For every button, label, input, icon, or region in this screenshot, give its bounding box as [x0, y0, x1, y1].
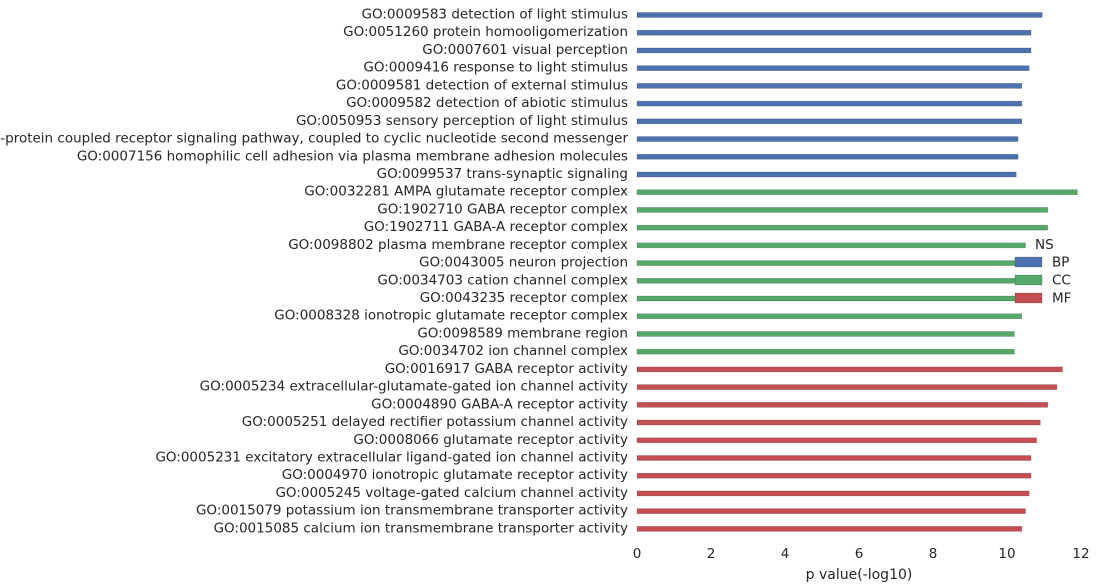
- x-tick-label: 4: [781, 546, 790, 562]
- category-label: GO:0099537 trans-synaptic signaling: [377, 166, 628, 182]
- bar-bp: [636, 118, 1023, 125]
- bar-mf: [636, 455, 1032, 461]
- category-label: GO:0098589 membrane region: [417, 325, 628, 341]
- bar-cc: [636, 260, 1023, 266]
- bar-mf: [636, 526, 1023, 532]
- category-label: GO:1902711 GABA-A receptor complex: [364, 219, 628, 235]
- category-label: GO:0007187 G-protein coupled receptor si…: [0, 131, 628, 147]
- bar-bp: [636, 171, 1017, 178]
- category-label: GO:0005231 excitatory extracellular liga…: [155, 450, 628, 466]
- bar-bp: [636, 83, 1023, 89]
- category-label: GO:0032281 AMPA glutamate receptor compl…: [304, 184, 628, 200]
- legend-title: NS: [1035, 237, 1054, 253]
- legend-label-cc: CC: [1052, 273, 1071, 289]
- bar-mf: [636, 402, 1049, 408]
- bar-cc: [636, 348, 1015, 355]
- bar-mf: [636, 384, 1058, 390]
- category-label: GO:0015079 potassium ion transmembrane t…: [196, 503, 628, 519]
- legend-label-bp: BP: [1052, 255, 1069, 271]
- x-tick-label: 2: [707, 546, 716, 562]
- bar-cc: [636, 242, 1026, 249]
- bar-bp: [636, 153, 1019, 160]
- bar-cc: [636, 189, 1078, 195]
- category-label: GO:0005234 extracellular-glutamate-gated…: [200, 379, 628, 395]
- category-labels: GO:0009583 detection of light stimulusGO…: [0, 7, 628, 537]
- bar-cc: [636, 313, 1023, 320]
- bar-bp: [636, 100, 1023, 107]
- bar-mf: [636, 419, 1041, 426]
- bar-mf: [636, 366, 1063, 373]
- category-label: GO:0005251 delayed rectifier potassium c…: [242, 414, 628, 430]
- category-label: GO:0034703 cation channel complex: [377, 272, 628, 288]
- category-label: GO:0043235 receptor complex: [420, 290, 628, 306]
- bar-mf: [636, 437, 1037, 444]
- bar-mf: [636, 472, 1032, 479]
- bar-cc: [636, 277, 1023, 284]
- x-tick-label: 6: [855, 546, 864, 562]
- category-label: GO:0009416 response to light stimulus: [363, 60, 628, 76]
- category-label: GO:0051260 protein homooligomerization: [343, 24, 628, 40]
- category-label: GO:0015085 calcium ion transmembrane tra…: [214, 520, 628, 536]
- category-label: GO:1902710 GABA receptor complex: [377, 201, 628, 217]
- category-label: GO:0008328 ionotropic glutamate receptor…: [274, 308, 628, 324]
- legend-swatch-bp: [1014, 256, 1043, 268]
- category-label: GO:0008066 glutamate receptor activity: [353, 432, 628, 448]
- category-label: GO:0009583 detection of light stimulus: [362, 7, 629, 23]
- bar-bp: [636, 29, 1032, 36]
- legend-swatch-cc: [1014, 274, 1043, 286]
- category-label: GO:0050953 sensory perception of light s…: [296, 113, 628, 129]
- x-axis-label: p value(-log10): [806, 567, 913, 583]
- bars-layer: [636, 12, 1078, 532]
- bar-bp: [636, 65, 1030, 71]
- category-label: GO:0007601 visual perception: [422, 42, 628, 58]
- x-tick-label: 0: [633, 546, 642, 562]
- bar-bp: [636, 47, 1032, 54]
- category-label: GO:0009581 detection of external stimulu…: [336, 77, 628, 93]
- x-tick-label: 12: [1072, 546, 1089, 562]
- x-tick-label: 8: [929, 546, 938, 562]
- bar-cc: [636, 331, 1015, 337]
- category-label: GO:0098802 plasma membrane receptor comp…: [288, 237, 628, 253]
- legend-label-mf: MF: [1052, 291, 1071, 307]
- category-label: GO:0004890 GABA-A receptor activity: [371, 396, 628, 412]
- category-label: GO:0043005 neuron projection: [419, 255, 628, 271]
- legend-swatch-mf: [1014, 292, 1043, 304]
- bar-bp: [636, 12, 1043, 18]
- category-label: GO:0007156 homophilic cell adhesion via …: [77, 148, 628, 164]
- category-label: GO:0004970 ionotropic glutamate receptor…: [282, 467, 628, 483]
- category-label: GO:0005245 voltage-gated calcium channel…: [275, 485, 628, 501]
- x-axis: 0 2 4 6 8 10 12: [633, 546, 1090, 562]
- legend: NS BP CC MF: [1014, 237, 1071, 307]
- bar-cc: [636, 295, 1023, 302]
- x-tick-label: 10: [998, 546, 1015, 562]
- bar-mf: [636, 508, 1026, 514]
- category-label: GO:0009582 detection of abiotic stimulus: [346, 95, 628, 111]
- category-label: GO:0016917 GABA receptor activity: [385, 361, 628, 377]
- bar-bp: [636, 136, 1019, 142]
- category-label: GO:0034702 ion channel complex: [398, 343, 628, 359]
- bar-mf: [636, 490, 1030, 497]
- bar-cc: [636, 224, 1049, 231]
- bar-cc: [636, 207, 1049, 213]
